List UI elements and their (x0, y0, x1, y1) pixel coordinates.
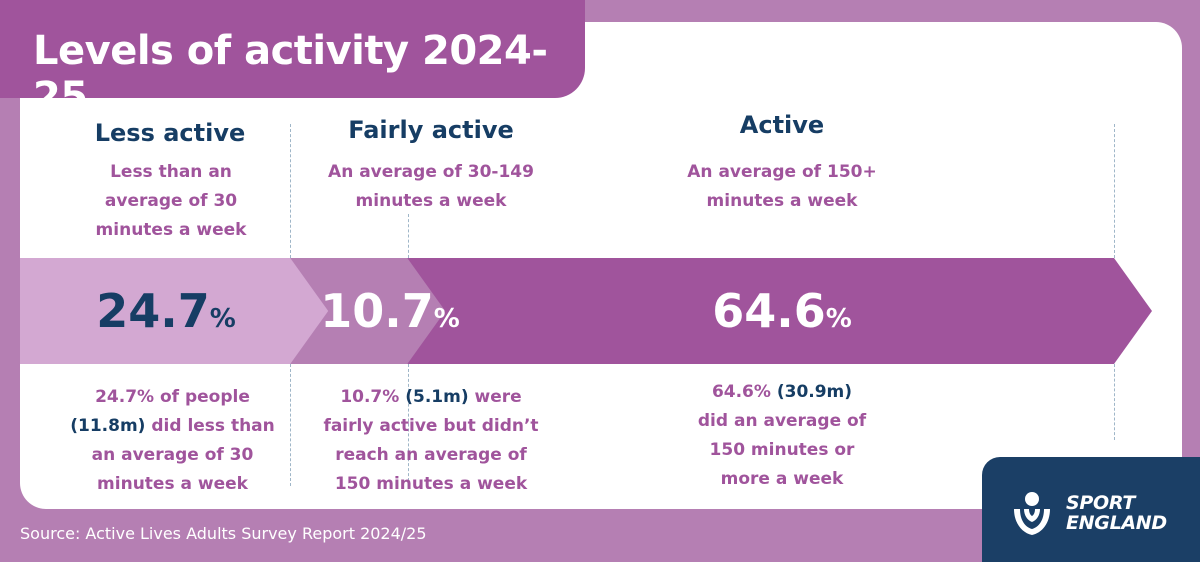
logo-line-2: ENGLAND (1066, 512, 1167, 534)
description-text: minutes a week (97, 474, 248, 494)
definition-line: Less than an (110, 162, 232, 182)
source-note: Source: Active Lives Adults Survey Repor… (20, 524, 427, 543)
description-line: an average of 30 (50, 441, 295, 470)
bar-active (407, 258, 1152, 364)
divider-end-bottom (1114, 364, 1115, 440)
value-label-fairly-active: 10.7% (320, 284, 460, 338)
description-text: were (468, 387, 522, 407)
definition-line: average of 30 (104, 191, 238, 211)
divider-less-fairly-top (290, 124, 291, 258)
description-active: 64.6% (30.9m) did an average of 150 minute… (662, 378, 902, 494)
definition-line: An average of 30-149 (328, 162, 534, 182)
description-text: 24.7% of people (95, 387, 250, 407)
definition-line: minutes a week (706, 191, 858, 211)
divider-fairly-active-bottom (408, 364, 409, 486)
bar-fairly-active (290, 258, 446, 364)
bar-less-active (20, 258, 329, 364)
description-text: 150 minutes a week (334, 474, 528, 494)
description-line: 24.7% of people (50, 383, 295, 412)
divider-end-top (1114, 124, 1115, 258)
value-label-active: 64.6% (712, 284, 852, 338)
population-figure: (30.9m) (776, 382, 853, 402)
heading-less-active: Less active (94, 119, 246, 147)
description-text: an average of 30 (91, 445, 254, 465)
definition-less-active: Less than an average of 30 minutes a wee… (60, 158, 282, 245)
description-fairly-active: 10.7% (5.1m) were fairly active but didn’… (300, 383, 562, 499)
description-text: more a week (720, 469, 844, 489)
description-text: fairly active but didn’t (323, 416, 539, 436)
description-line: did an average of (662, 407, 902, 436)
description-less-active: 24.7% of people (11.8m) did less than an a… (50, 383, 295, 499)
population-figure: (11.8m) (70, 416, 146, 436)
description-text: reach an average of (335, 445, 527, 465)
description-line: more a week (662, 465, 902, 494)
definition-active: An average of 150+ minutes a week (652, 158, 912, 216)
heading-fairly-active: Fairly active (348, 116, 514, 144)
description-line: 64.6% (30.9m) (662, 378, 902, 407)
sport-england-emblem-icon (1014, 492, 1050, 535)
population-figure: (5.1m) (405, 387, 469, 407)
definition-line: minutes a week (355, 191, 507, 211)
description-line: fairly active but didn’t (300, 412, 562, 441)
definition-line: minutes a week (95, 220, 247, 240)
description-line: 150 minutes a week (300, 470, 562, 499)
heading-active: Active (739, 111, 825, 139)
description-text: did an average of (697, 411, 867, 431)
divider-less-fairly-bottom (290, 364, 291, 486)
description-line: reach an average of (300, 441, 562, 470)
definition-line: An average of 150+ (687, 162, 877, 182)
divider-fairly-active-top (408, 214, 409, 258)
description-text: 64.6% (711, 382, 777, 402)
description-text: 150 minutes or (709, 440, 855, 460)
page-title: Levels of activity 2024-25 (33, 28, 548, 120)
title-banner: Levels of activity 2024-25 (0, 0, 585, 120)
description-line: 150 minutes or (662, 436, 902, 465)
description-text: did less than (145, 416, 275, 436)
description-line: 10.7% (5.1m) were (300, 383, 562, 412)
logo-wordmark: SPORT ENGLAND (1066, 493, 1167, 533)
sport-england-logo: SPORT ENGLAND (982, 457, 1200, 562)
description-text: 10.7% (340, 387, 406, 407)
description-line: (11.8m) did less than (50, 412, 295, 441)
description-line: minutes a week (50, 470, 295, 499)
definition-fairly-active: An average of 30-149 minutes a week (300, 158, 562, 216)
value-label-less-active: 24.7% (96, 284, 236, 338)
logo-line-1: SPORT (1066, 492, 1135, 514)
